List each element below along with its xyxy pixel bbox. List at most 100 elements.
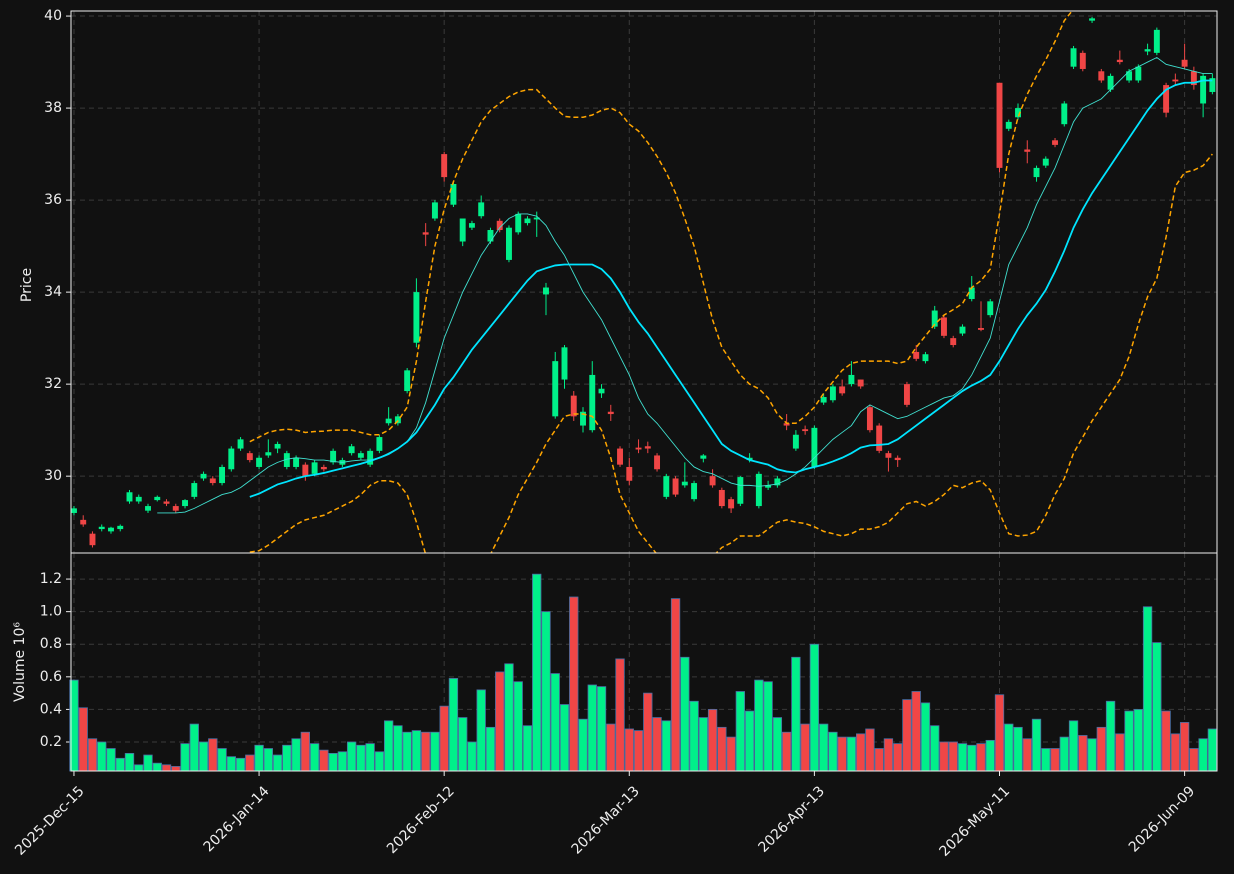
indicator-line [249,153,1213,553]
volume-bar [1152,642,1162,772]
indicator-line [249,79,1213,498]
candle-body [1116,59,1123,63]
volume-bar [1179,722,1190,772]
volume-bar [726,736,736,772]
candle-body [108,527,114,532]
candle-body [1153,29,1160,53]
volume-bar [1096,726,1106,772]
volume-bar [911,691,921,772]
candle-body [931,310,938,327]
volume-tick-label: 0.6 [40,669,62,685]
volume-bar [411,730,422,772]
volume-bar [1059,736,1069,772]
volume-bar [522,725,533,772]
volume-bar [402,731,412,772]
volume-bar [865,728,875,772]
candle-body [848,374,855,385]
candle-body [996,82,1003,168]
volume-panel-frame [70,552,1218,772]
volume-bar [430,731,440,772]
candle-body [450,183,457,205]
candle-body [191,483,198,497]
candle-body [774,478,781,486]
volume-bar [495,671,505,772]
volume-tick-label: 1.0 [40,604,62,620]
volume-bar [1198,738,1208,772]
candle-body [506,227,512,260]
candle-body [635,447,642,450]
candle-body [1052,140,1058,145]
candle-body [941,317,947,336]
candle-body [228,448,235,470]
volume-bar [1142,606,1153,772]
volume-bar [994,694,1005,772]
volume-bar [365,743,375,772]
volume-bar [421,731,431,772]
candle-body [913,351,920,359]
volume-bar [1115,733,1125,772]
candle-body [431,202,438,219]
candle-body [866,407,873,431]
candle-body [700,455,707,459]
candle-body [922,354,929,362]
volume-bar [763,681,773,772]
candle-body [718,489,725,507]
candle-body [1190,71,1197,86]
candle-body [209,478,216,484]
candle-body [1070,48,1077,67]
volume-bar [1041,748,1051,772]
volume-bar [504,663,514,772]
candle-body [1200,75,1207,104]
candle-body [746,457,753,461]
volume-bar [772,717,783,772]
volume-bar [282,744,292,772]
candle-body [468,223,475,228]
volume-bar [633,730,644,772]
candle-body [1135,66,1142,81]
volume-bar [309,743,320,772]
volume-bar [134,764,144,772]
candle-body [515,213,522,233]
volume-bar [226,756,236,772]
volume-bar [1189,748,1199,772]
candle-body [1209,78,1216,92]
candle-body [98,526,105,530]
candle-body [376,437,383,451]
candle-body [644,446,651,449]
y-tick-label: 40 [44,8,62,24]
candle-body [663,476,670,497]
volume-bar [578,718,588,772]
volume-bar [124,753,135,772]
volume-tick-label: 0.8 [40,636,62,652]
volume-bar [856,733,866,772]
volume-bar [180,743,190,772]
candle-body [302,464,309,477]
volume-bar [485,726,496,772]
volume-bar [781,731,792,772]
candle-body [792,434,799,449]
volume-bar [383,720,394,772]
candle-body [1181,59,1188,67]
candle-body [1172,79,1179,82]
volume-bar [448,678,459,772]
volume-bar [541,611,551,772]
volume-bar [272,754,283,772]
volume-bar [985,739,995,772]
volume-bar [606,723,616,772]
volume-bar [1004,723,1014,772]
volume-bar [735,691,746,772]
candle-body [654,455,661,470]
candle-body [755,473,762,507]
volume-bar [1022,738,1032,772]
candle-body [570,395,577,417]
candle-body [691,483,698,500]
candle-body [1089,18,1096,21]
candle-body [274,443,281,449]
candle-body [857,379,864,387]
candle-body [1015,108,1021,118]
volume-bar [208,738,218,772]
candle-body [709,476,716,486]
candle-body [968,287,975,300]
volume-bar [569,596,579,772]
